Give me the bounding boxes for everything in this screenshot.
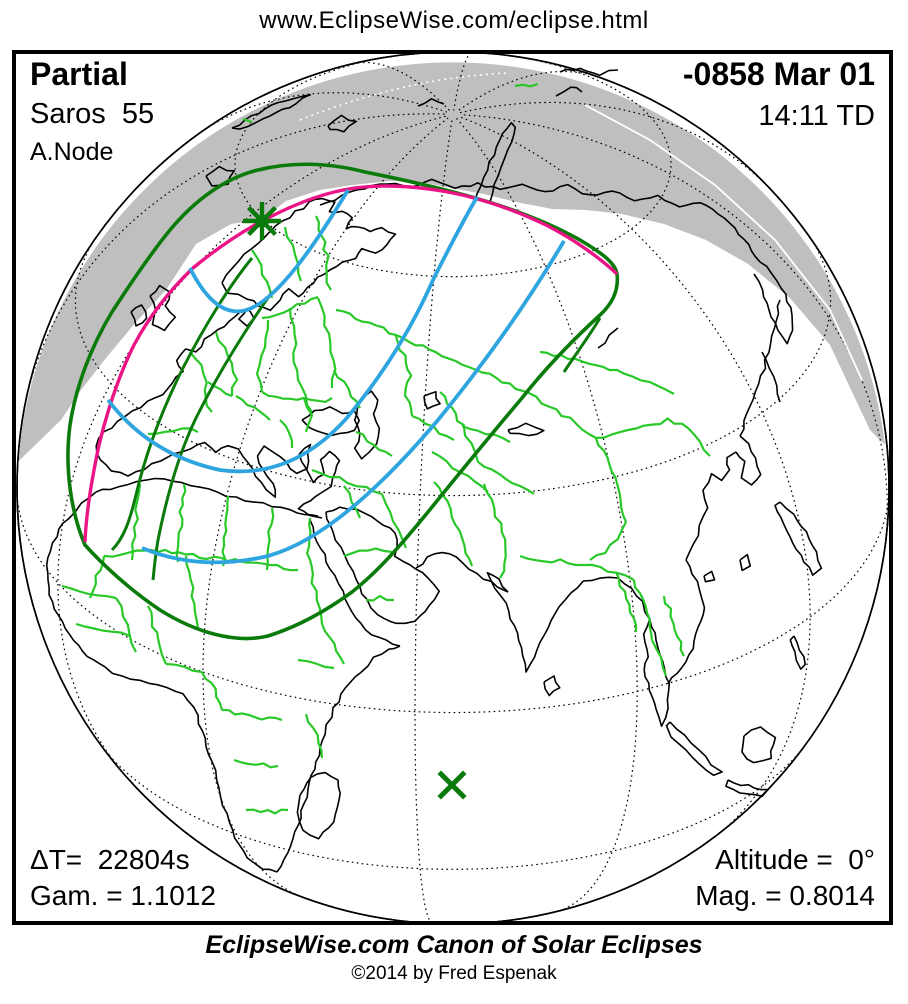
gamma-value: Gam. = 1.1012 [30, 880, 217, 911]
max-eclipse-curve-north [188, 189, 350, 314]
copyright: ©2014 by Fred Espenak [351, 963, 557, 984]
altitude-value: Altitude = 0° [715, 844, 875, 875]
greatest-eclipse-star-marker [243, 202, 281, 240]
graticule [18, 53, 888, 923]
coastlines [45, 67, 823, 873]
node-label: A.Node [30, 138, 114, 166]
magnitude-value: Mag. = 0.8014 [695, 880, 875, 911]
inner-contact-arc-east [562, 317, 602, 373]
eclipse-time: 14:11 TD [758, 100, 875, 132]
site-url: www.EclipseWise.com/eclipse.html [259, 7, 649, 34]
inner-contact-arc-west-2 [151, 291, 274, 581]
max-eclipse-curve-mid [106, 196, 479, 474]
delta-t-value: ΔT= 22804s [30, 844, 190, 875]
max-eclipse-curve-south [141, 240, 566, 565]
inner-contact-arc-west-1 [110, 257, 254, 552]
eclipse-type-label: Partial [30, 56, 128, 92]
map-frame-border [12, 50, 893, 925]
subsolar-x-marker [437, 770, 467, 800]
penumbral-limit-outline [66, 162, 620, 641]
eclipse-date: -0858 Mar 01 [682, 56, 875, 92]
night-shading [18, 62, 885, 462]
canon-title: EclipseWise.com Canon of Solar Eclipses [205, 931, 703, 959]
saros-label: Saros 55 [30, 98, 155, 130]
